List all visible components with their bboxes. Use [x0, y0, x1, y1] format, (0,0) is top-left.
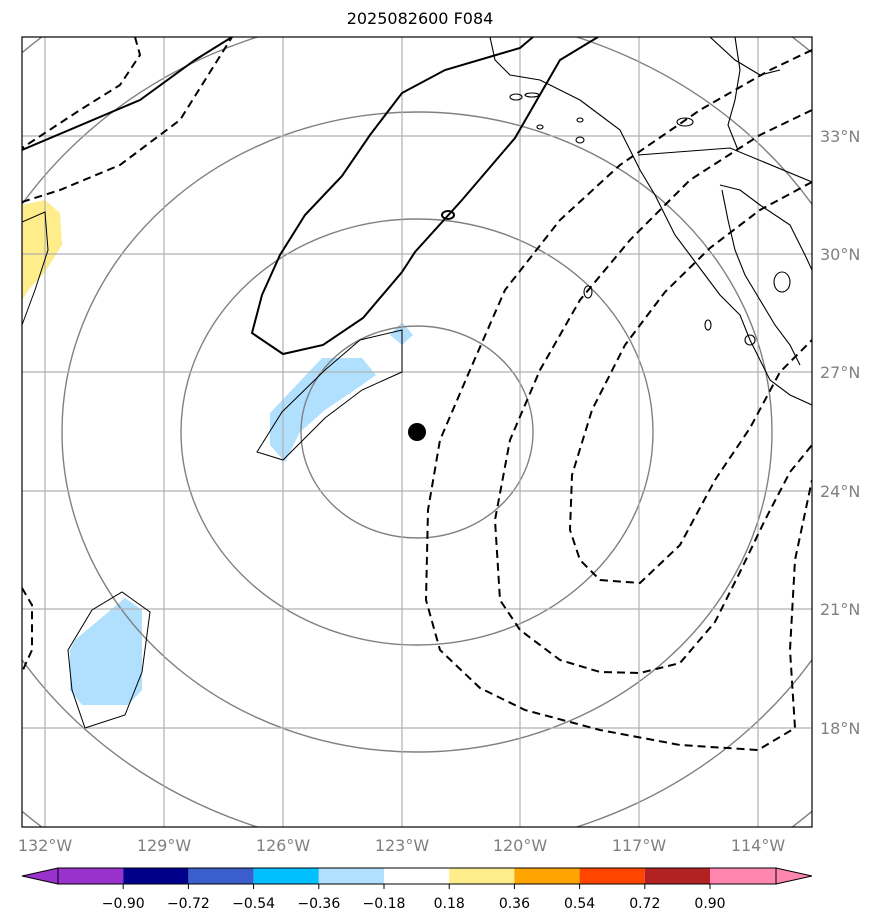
- colorbar-tick-label: −0.90: [102, 896, 145, 912]
- colorbar-segment: [579, 868, 645, 884]
- coastlines: [489, 37, 812, 406]
- negative-anomaly-fill: [70, 322, 413, 705]
- colorbar-tick-label: 0.18: [434, 896, 465, 912]
- colorbar-tick-label: 0.36: [499, 896, 530, 912]
- solid-contour: [22, 37, 599, 356]
- positive-anomaly-fill: [22, 200, 62, 300]
- colorbar-tick-label: 0.72: [629, 896, 660, 912]
- colorbar-tick-label: 0.90: [694, 896, 725, 912]
- storm-center-marker: [408, 423, 426, 441]
- colorbar-segment: [318, 868, 384, 884]
- lon-label: 120°W: [493, 836, 548, 855]
- colorbar-segment: [188, 868, 254, 884]
- lat-label: 30°N: [820, 245, 860, 264]
- colorbar-segment: [514, 868, 580, 884]
- colorbar-extend-low: [21, 867, 59, 885]
- colorbar-segment: [710, 868, 776, 884]
- graticule: [22, 37, 812, 827]
- colorbar-tick-label: −0.36: [297, 896, 340, 912]
- lat-label: 27°N: [820, 363, 860, 382]
- colorbar-tick-label: −0.54: [232, 896, 275, 912]
- dashed-contours: [22, 37, 812, 752]
- map-title: 2025082600 F084: [346, 9, 494, 28]
- lat-label: 24°N: [820, 482, 860, 501]
- colorbar-tick-label: 0.54: [564, 896, 595, 912]
- anomaly-outlines: [22, 211, 403, 729]
- lat-label: 33°N: [820, 127, 860, 146]
- longitude-labels: 132°W 129°W 126°W 123°W 120°W 117°W 114°…: [18, 836, 786, 855]
- colorbar-tick-label: −0.72: [167, 896, 210, 912]
- colorbar-segment: [253, 868, 319, 884]
- lon-label: 123°W: [375, 836, 430, 855]
- colorbar-ticks: [122, 884, 711, 889]
- latitude-labels: 33°N 30°N 27°N 24°N 21°N 18°N: [820, 127, 860, 738]
- lon-label: 126°W: [256, 836, 311, 855]
- map-frame: [21, 36, 813, 828]
- colorbar-segment: [58, 868, 124, 884]
- lon-label: 132°W: [18, 836, 73, 855]
- colorbar-segment: [384, 868, 450, 884]
- lat-label: 18°N: [820, 719, 860, 738]
- colorbar-frame: [57, 867, 777, 885]
- colorbar-extend-high: [775, 867, 813, 885]
- colorbar-tick-label: −0.18: [363, 896, 406, 912]
- colorbar-segment: [123, 868, 189, 884]
- lat-label: 21°N: [820, 600, 860, 619]
- colorbar-segment: [644, 868, 710, 884]
- lon-label: 129°W: [137, 836, 192, 855]
- colorbar: −0.90 −0.72 −0.54 −0.36 −0.18 0.18 0.36 …: [21, 867, 813, 912]
- colorbar-segment: [449, 868, 515, 884]
- colorbar-labels: −0.90 −0.72 −0.54 −0.36 −0.18 0.18 0.36 …: [102, 896, 726, 912]
- lon-label: 117°W: [612, 836, 667, 855]
- lon-label: 114°W: [731, 836, 786, 855]
